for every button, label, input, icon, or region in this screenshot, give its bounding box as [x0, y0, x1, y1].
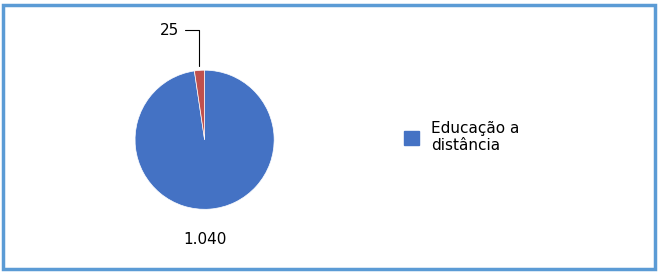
- Legend: Educação a
distância: Educação a distância: [404, 121, 519, 153]
- Text: 1.040: 1.040: [183, 232, 226, 247]
- Wedge shape: [195, 70, 205, 140]
- Text: 25: 25: [160, 23, 199, 65]
- Wedge shape: [135, 70, 274, 209]
